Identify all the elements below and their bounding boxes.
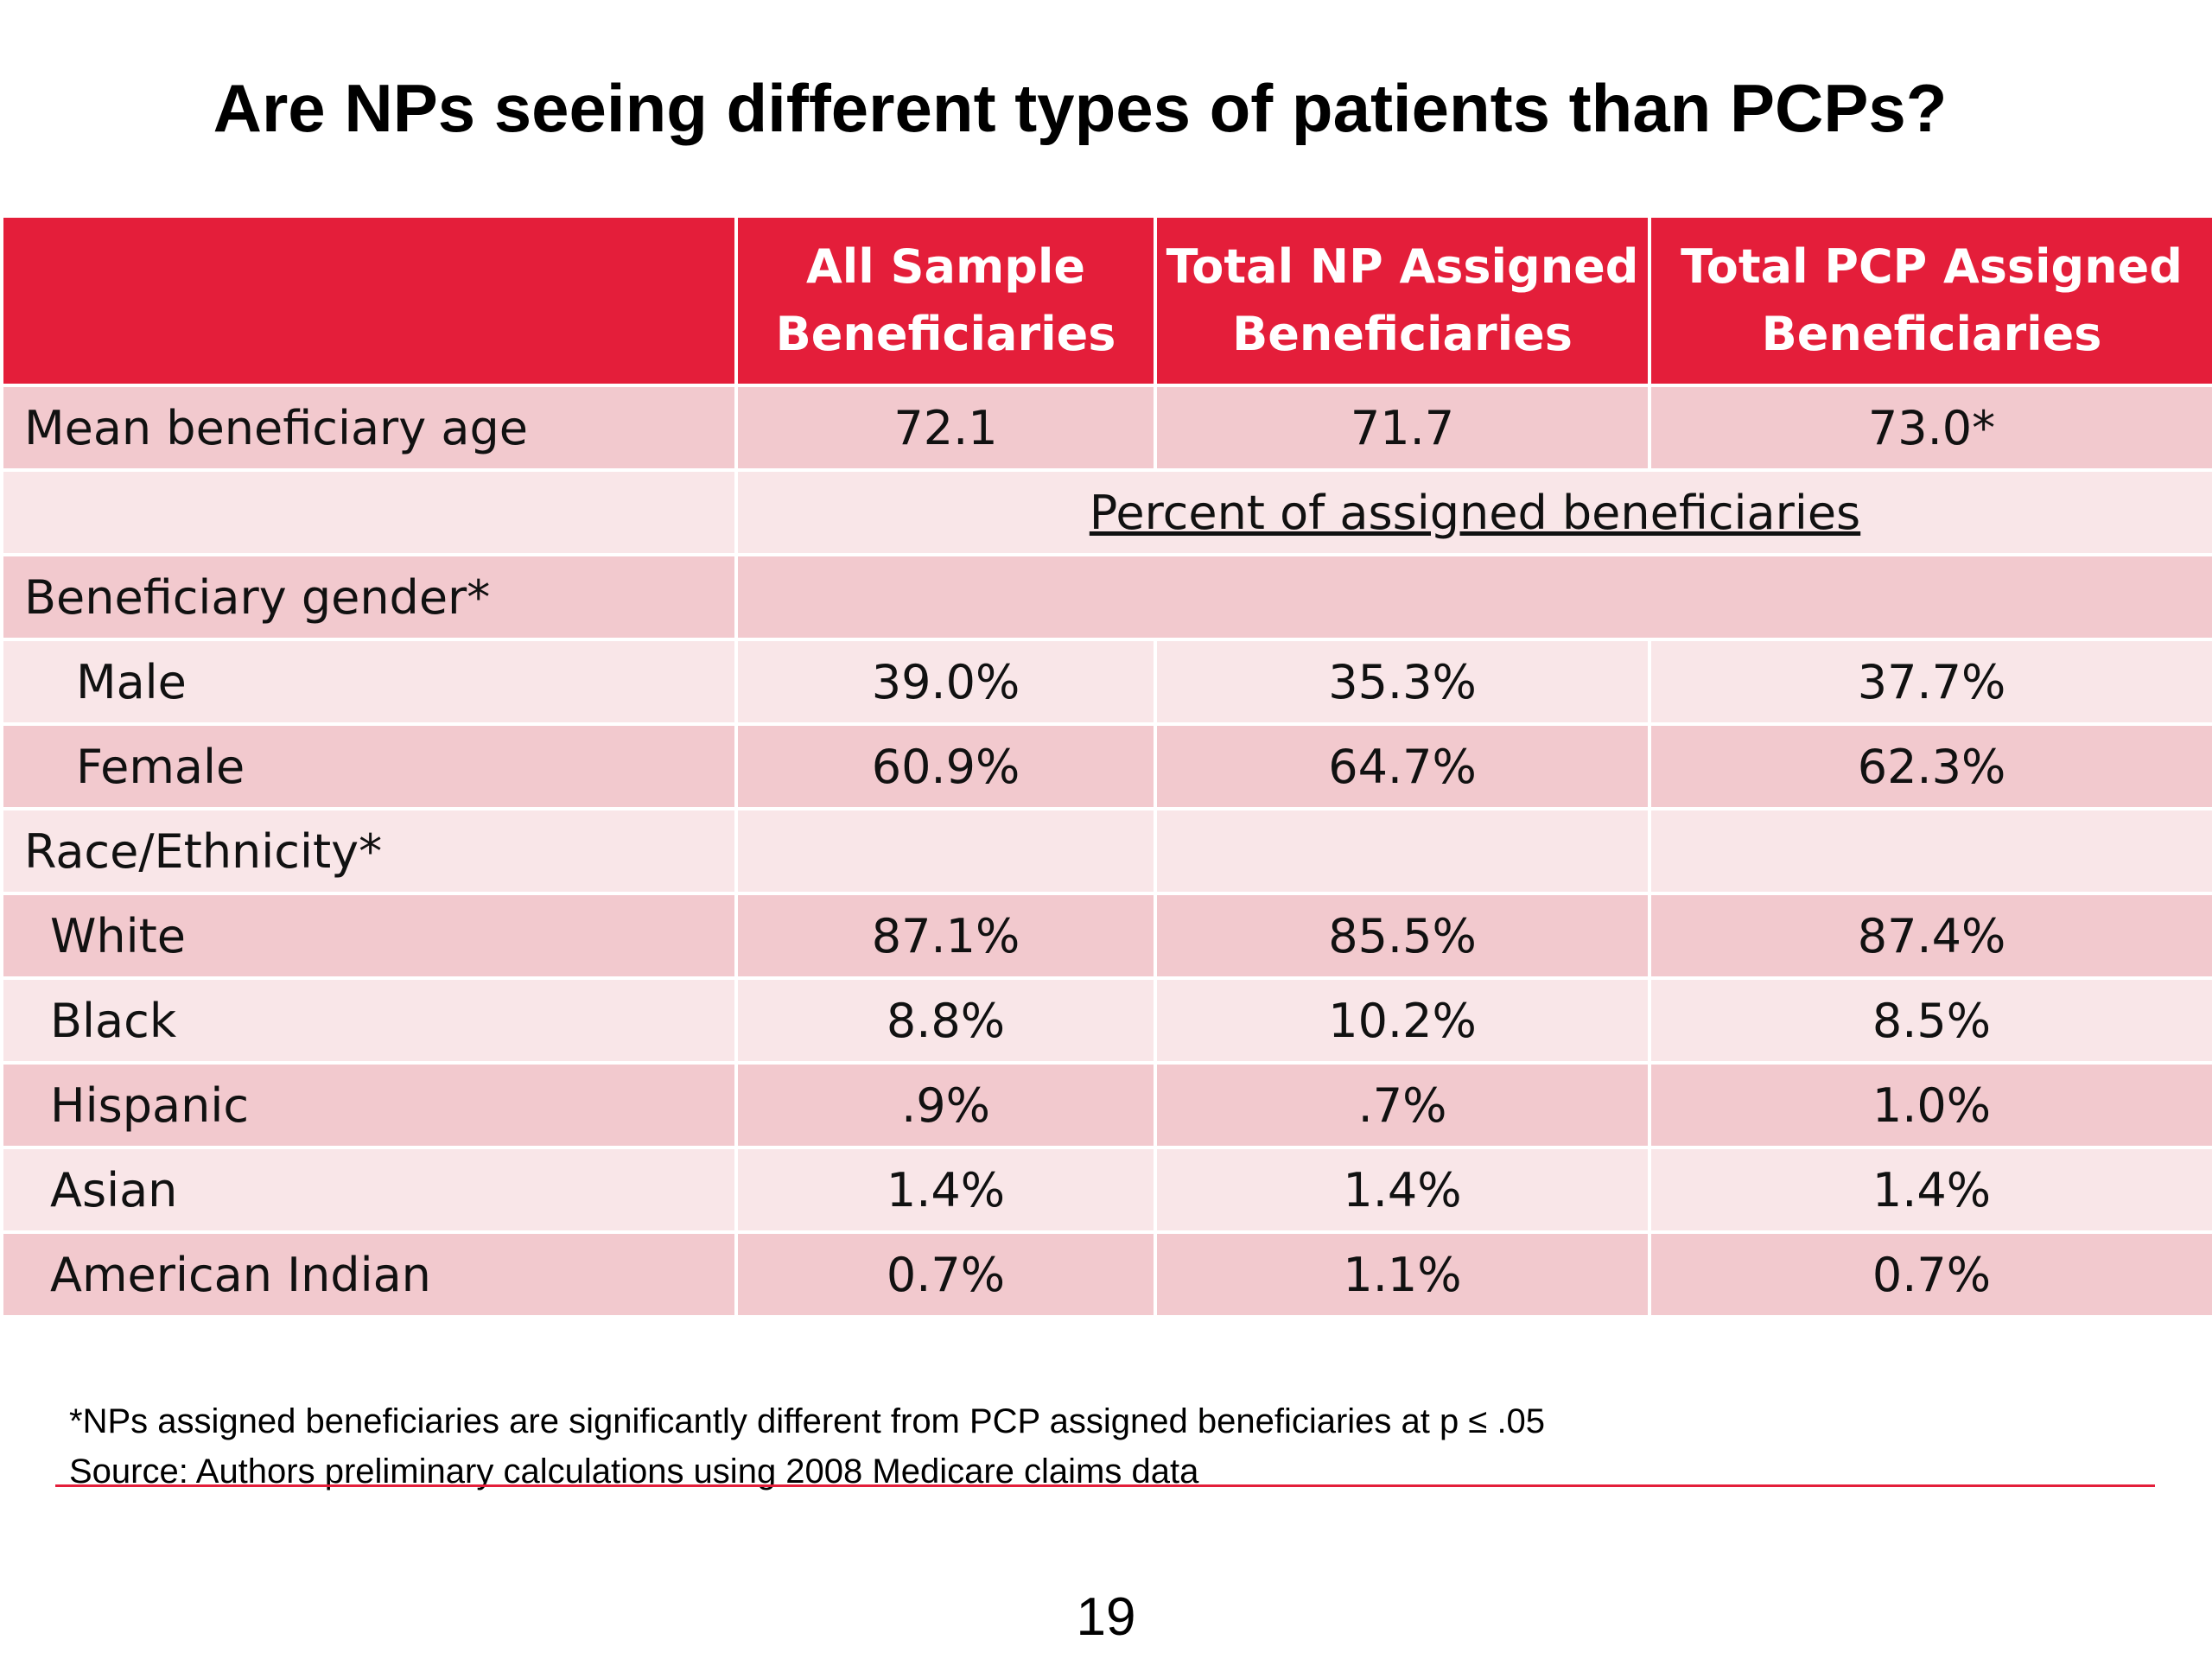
table-row: Hispanic .9% .7% 1.0% [0,1061,2212,1149]
cell-value: 64.7% [1154,722,1651,810]
blank-cell [734,553,2212,641]
source-note: Source: Authors preliminary calculations… [69,1452,1199,1491]
blank-cell [1648,807,2212,895]
table-row-mean-age: Mean beneficiary age 72.1 71.7 73.0* [0,384,2212,472]
table-header-row: All Sample Beneficiaries Total NP Assign… [0,214,2212,387]
cell-value: 62.3% [1648,722,2212,810]
cell-value: 0.7% [1648,1230,2212,1319]
cell-value: 72.1 [734,384,1157,472]
cell-value: .7% [1154,1061,1651,1149]
page-number: 19 [1076,1587,1136,1647]
table-row-gender-heading: Beneficiary gender* [0,553,2212,641]
section-label-gender: Beneficiary gender* [0,553,738,641]
table-row: Female 60.9% 64.7% 62.3% [0,722,2212,810]
table-row-percent-label: Percent of assigned beneficiaries [0,468,2212,556]
cell-value: 1.1% [1154,1230,1651,1319]
blank-cell [1154,807,1651,895]
cell-value: 71.7 [1154,384,1651,472]
row-label: Black [0,976,738,1065]
cell-value: 8.8% [734,976,1157,1065]
section-label-race: Race/Ethnicity* [0,807,738,895]
cell-value: 87.4% [1648,892,2212,980]
header-blank [0,214,738,387]
cell-value: 8.5% [1648,976,2212,1065]
beneficiary-table: All Sample Beneficiaries Total NP Assign… [0,214,2212,1319]
header-all-sample: All Sample Beneficiaries [734,214,1157,387]
table-row: Black 8.8% 10.2% 8.5% [0,976,2212,1065]
cell-value: .9% [734,1061,1157,1149]
row-label: Asian [0,1146,738,1234]
cell-value: 39.0% [734,638,1157,726]
row-label: White [0,892,738,980]
table-row-race-heading: Race/Ethnicity* [0,807,2212,895]
cell-value: 73.0* [1648,384,2212,472]
table-row: White 87.1% 85.5% 87.4% [0,892,2212,980]
cell-value: 37.7% [1648,638,2212,726]
blank-cell [734,807,1157,895]
cell-value: 85.5% [1154,892,1651,980]
cell-value: 1.4% [1648,1146,2212,1234]
footer-divider [55,1484,2155,1487]
row-label: Female [0,722,738,810]
row-label: Hispanic [0,1061,738,1149]
header-total-pcp: Total PCP Assigned Beneficiaries [1648,214,2212,387]
cell-value: 10.2% [1154,976,1651,1065]
cell-value: 60.9% [734,722,1157,810]
cell-value: 35.3% [1154,638,1651,726]
row-label: Mean beneficiary age [0,384,738,472]
footnotes: *NPs assigned beneficiaries are signific… [69,1396,1545,1497]
cell-value: 0.7% [734,1230,1157,1319]
significance-note: *NPs assigned beneficiaries are signific… [69,1402,1546,1440]
header-total-np: Total NP Assigned Beneficiaries [1154,214,1651,387]
cell-value: 1.4% [734,1146,1157,1234]
slide-title: Are NPs seeing different types of patien… [213,70,1948,146]
table-row: Male 39.0% 35.3% 37.7% [0,638,2212,726]
row-label: American Indian [0,1230,738,1319]
cell-value: 1.0% [1648,1061,2212,1149]
blank-cell [0,468,738,556]
cell-value: 87.1% [734,892,1157,980]
table-row: Asian 1.4% 1.4% 1.4% [0,1146,2212,1234]
row-label: Male [0,638,738,726]
percent-subheader: Percent of assigned beneficiaries [734,468,2212,556]
cell-value: 1.4% [1154,1146,1651,1234]
table-row: American Indian 0.7% 1.1% 0.7% [0,1230,2212,1319]
